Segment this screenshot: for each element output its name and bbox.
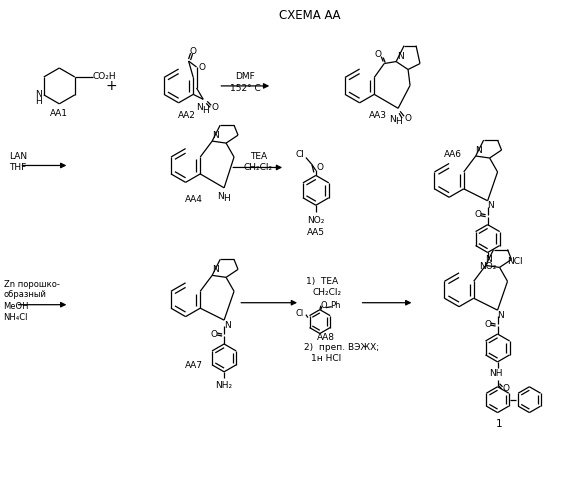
Text: N: N bbox=[212, 130, 218, 140]
Text: O: O bbox=[484, 320, 491, 328]
Text: NO₂: NO₂ bbox=[307, 216, 325, 224]
Text: N: N bbox=[389, 114, 396, 124]
Text: АА8: АА8 bbox=[317, 333, 335, 342]
Text: THF: THF bbox=[9, 163, 27, 172]
Text: H: H bbox=[36, 98, 42, 106]
Text: TEA: TEA bbox=[250, 152, 267, 161]
Text: АА7: АА7 bbox=[184, 361, 203, 370]
Text: АА4: АА4 bbox=[184, 195, 203, 204]
Text: NH₄Cl: NH₄Cl bbox=[3, 313, 28, 322]
Text: N: N bbox=[497, 310, 504, 320]
Text: O: O bbox=[404, 114, 411, 122]
Text: NH₂: NH₂ bbox=[215, 381, 233, 390]
Text: N: N bbox=[487, 201, 494, 210]
Text: 1: 1 bbox=[496, 418, 503, 428]
Text: АА2: АА2 bbox=[178, 112, 196, 120]
Text: 1)  TEA: 1) TEA bbox=[306, 278, 338, 286]
Text: 1н HCl: 1н HCl bbox=[311, 354, 341, 363]
Text: N: N bbox=[196, 103, 203, 112]
Text: O: O bbox=[321, 301, 327, 310]
Text: 2)  преп. ВЭЖХ;: 2) преп. ВЭЖХ; bbox=[304, 343, 379, 352]
Text: H: H bbox=[202, 106, 208, 115]
Text: Cl: Cl bbox=[296, 150, 304, 159]
Text: O: O bbox=[211, 330, 218, 338]
Text: NO₂: NO₂ bbox=[479, 262, 496, 271]
Text: N: N bbox=[217, 192, 223, 202]
Text: H: H bbox=[223, 194, 229, 203]
Text: N: N bbox=[397, 52, 403, 61]
Text: H: H bbox=[395, 116, 402, 126]
Text: СХЕМА АА: СХЕМА АА bbox=[279, 9, 340, 22]
Text: O: O bbox=[199, 62, 206, 72]
Text: O: O bbox=[375, 50, 382, 59]
Text: O: O bbox=[474, 210, 481, 219]
Text: образный: образный bbox=[3, 290, 47, 299]
Text: O: O bbox=[189, 46, 196, 56]
Text: N: N bbox=[485, 255, 492, 264]
Text: NH: NH bbox=[489, 370, 502, 378]
Text: CH₂Cl₂: CH₂Cl₂ bbox=[313, 288, 342, 298]
Text: 152° C: 152° C bbox=[230, 84, 261, 94]
Text: CH₂Cl₂: CH₂Cl₂ bbox=[244, 163, 273, 172]
Text: АА6: АА6 bbox=[444, 150, 462, 159]
Text: Ph: Ph bbox=[331, 301, 341, 310]
Text: LAN: LAN bbox=[9, 152, 28, 161]
Text: O: O bbox=[317, 163, 324, 172]
Text: Cl: Cl bbox=[296, 309, 304, 318]
Text: N: N bbox=[212, 265, 218, 274]
Text: N: N bbox=[36, 90, 42, 100]
Text: АА3: АА3 bbox=[368, 112, 386, 120]
Text: O: O bbox=[502, 384, 509, 393]
Text: Zn порошко-: Zn порошко- bbox=[3, 280, 59, 289]
Text: CO₂H: CO₂H bbox=[93, 72, 116, 82]
Text: DMF: DMF bbox=[235, 72, 255, 82]
Text: NCl: NCl bbox=[507, 258, 523, 266]
Text: N: N bbox=[475, 146, 482, 154]
Text: O: O bbox=[212, 103, 219, 112]
Text: MeOH: MeOH bbox=[3, 302, 29, 311]
Text: АА1: АА1 bbox=[50, 110, 68, 118]
Text: АА5: АА5 bbox=[307, 228, 325, 236]
Text: +: + bbox=[105, 79, 117, 93]
Text: N: N bbox=[223, 320, 230, 330]
